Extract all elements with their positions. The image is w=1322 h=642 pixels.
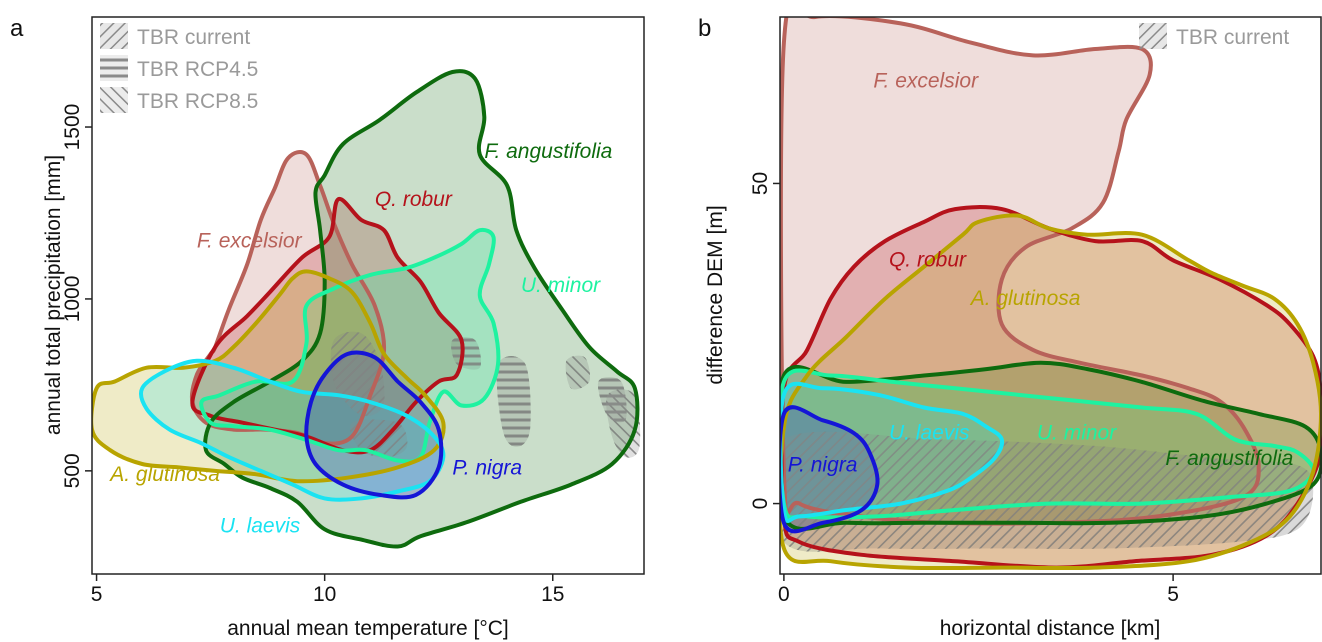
- panel-a-label-u-minor: U. minor: [521, 274, 601, 297]
- panel-a-tbr-rcp45-zone-overlay-2: [496, 356, 531, 447]
- panel-b-x-axis-title: horizontal distance [km]: [940, 617, 1161, 640]
- panel-b-label-f-excelsior: F. excelsior: [873, 69, 979, 92]
- panel-b-region-outline-u-laevis: [780, 381, 1005, 523]
- panel-b-region-outline-p-nigra: [780, 405, 880, 534]
- panel-b-label-p-nigra: P. nigra: [788, 454, 858, 477]
- panel-a-legend-label-tbr-rcp4-5: TBR RCP4.5: [137, 58, 258, 81]
- panel-a-species-labels: F. excelsior Q. robur F. angustifolia U. mi…: [108, 140, 612, 538]
- panel-a-region-outline-p-nigra: [304, 350, 444, 500]
- panel-a-x-tick-label: 10: [313, 583, 336, 606]
- panel-b-y-axis-title: difference DEM [m]: [704, 205, 727, 384]
- panel-a-y-tick-label: 500: [61, 453, 84, 488]
- panel-b-y-tick-label: 50: [749, 172, 772, 195]
- panel-a-label-a-glutinosa: A. glutinosa: [108, 463, 220, 486]
- panel-b-legend-label-tbr-current: TBR current: [1176, 26, 1289, 49]
- panel-b-legend: TBR current: [1139, 23, 1289, 49]
- panel-a-tbr-rcp85-zone-overlay-1: [565, 355, 591, 390]
- panel-a-x-tick-label: 5: [91, 583, 103, 606]
- panel-a-ticks: 5 10 15 500 1000 1500: [61, 104, 564, 606]
- panel-a-x-axis-title: annual mean temperature [°C]: [227, 617, 509, 640]
- panel-b-species-labels: F. excelsior Q. robur F. angustifolia U. mi…: [788, 69, 1294, 476]
- panel-a-frame: [91, 16, 645, 575]
- panel-b-label-a-glutinosa: A. glutinosa: [969, 287, 1081, 310]
- panel-b-x-tick-label: 0: [778, 583, 790, 606]
- panel-b-label-q-robur: Q. robur: [889, 249, 967, 272]
- panel-b-label-f-angustifolia: F. angustifolia: [1165, 447, 1293, 470]
- panel-a-y-tick-label: 1000: [61, 276, 84, 323]
- panel-a-label-q-robur: Q. robur: [375, 188, 453, 211]
- panel-a-plot-area: [92, 69, 641, 549]
- panel-b-frame: [779, 16, 1322, 575]
- panel-a-label-f-excelsior: F. excelsior: [197, 229, 303, 252]
- panel-b-legend-swatch-tbr-current: [1139, 23, 1167, 49]
- panel-a-label-f-angustifolia: F. angustifolia: [484, 140, 612, 163]
- panel-a-region-outline-u-minor: [199, 227, 501, 464]
- panel-b-label-u-laevis: U. laevis: [889, 422, 970, 445]
- panel-b-y-tick-label: 0: [749, 498, 772, 510]
- panel-a-y-tick-label: 1500: [61, 104, 84, 151]
- panel-b-region-fill-f-excelsior: [780, 17, 1259, 524]
- panel-a-label-u-laevis: U. laevis: [220, 515, 301, 538]
- panel-b-letter: b: [698, 15, 711, 42]
- panel-a-tbr-rcp45-zone-overlay-1: [451, 336, 482, 370]
- panel-b-region-outline-u-minor: [780, 368, 1316, 520]
- panel-b-region-outline-a-glutinosa: [780, 213, 1322, 571]
- panel-b-plot-area: [780, 17, 1322, 571]
- panel-a-legend-swatch-tbr-current: [100, 23, 128, 49]
- panel-b-region-outline-f-excelsior: [780, 17, 1261, 526]
- panel-a-letter: a: [10, 15, 24, 42]
- panel-a-legend-label-tbr-current: TBR current: [137, 26, 250, 49]
- panel-b-x-tick-label: 5: [1167, 583, 1179, 606]
- panel-a-label-p-nigra: P. nigra: [452, 456, 522, 479]
- panel-a-region-outline-a-glutinosa: [92, 269, 446, 484]
- panel-b-label-u-minor: U. minor: [1037, 422, 1117, 445]
- panel-a-y-axis-title: annual total precipitation [mm]: [42, 155, 65, 435]
- panel-a-x-tick-label: 15: [541, 583, 564, 606]
- panel-a-region-outline-q-robur: [190, 197, 465, 455]
- panel-a-legend-swatch-tbr-rcp4-5: [100, 55, 128, 81]
- panel-b-region-outline-q-robur: [780, 205, 1322, 570]
- panel-a-legend-swatch-tbr-rcp8-5: [100, 87, 128, 113]
- panel-a-legend: TBR current TBR RCP4.5 TBR RCP8.5: [100, 23, 258, 113]
- panel-a-legend-label-tbr-rcp8-5: TBR RCP8.5: [137, 90, 258, 113]
